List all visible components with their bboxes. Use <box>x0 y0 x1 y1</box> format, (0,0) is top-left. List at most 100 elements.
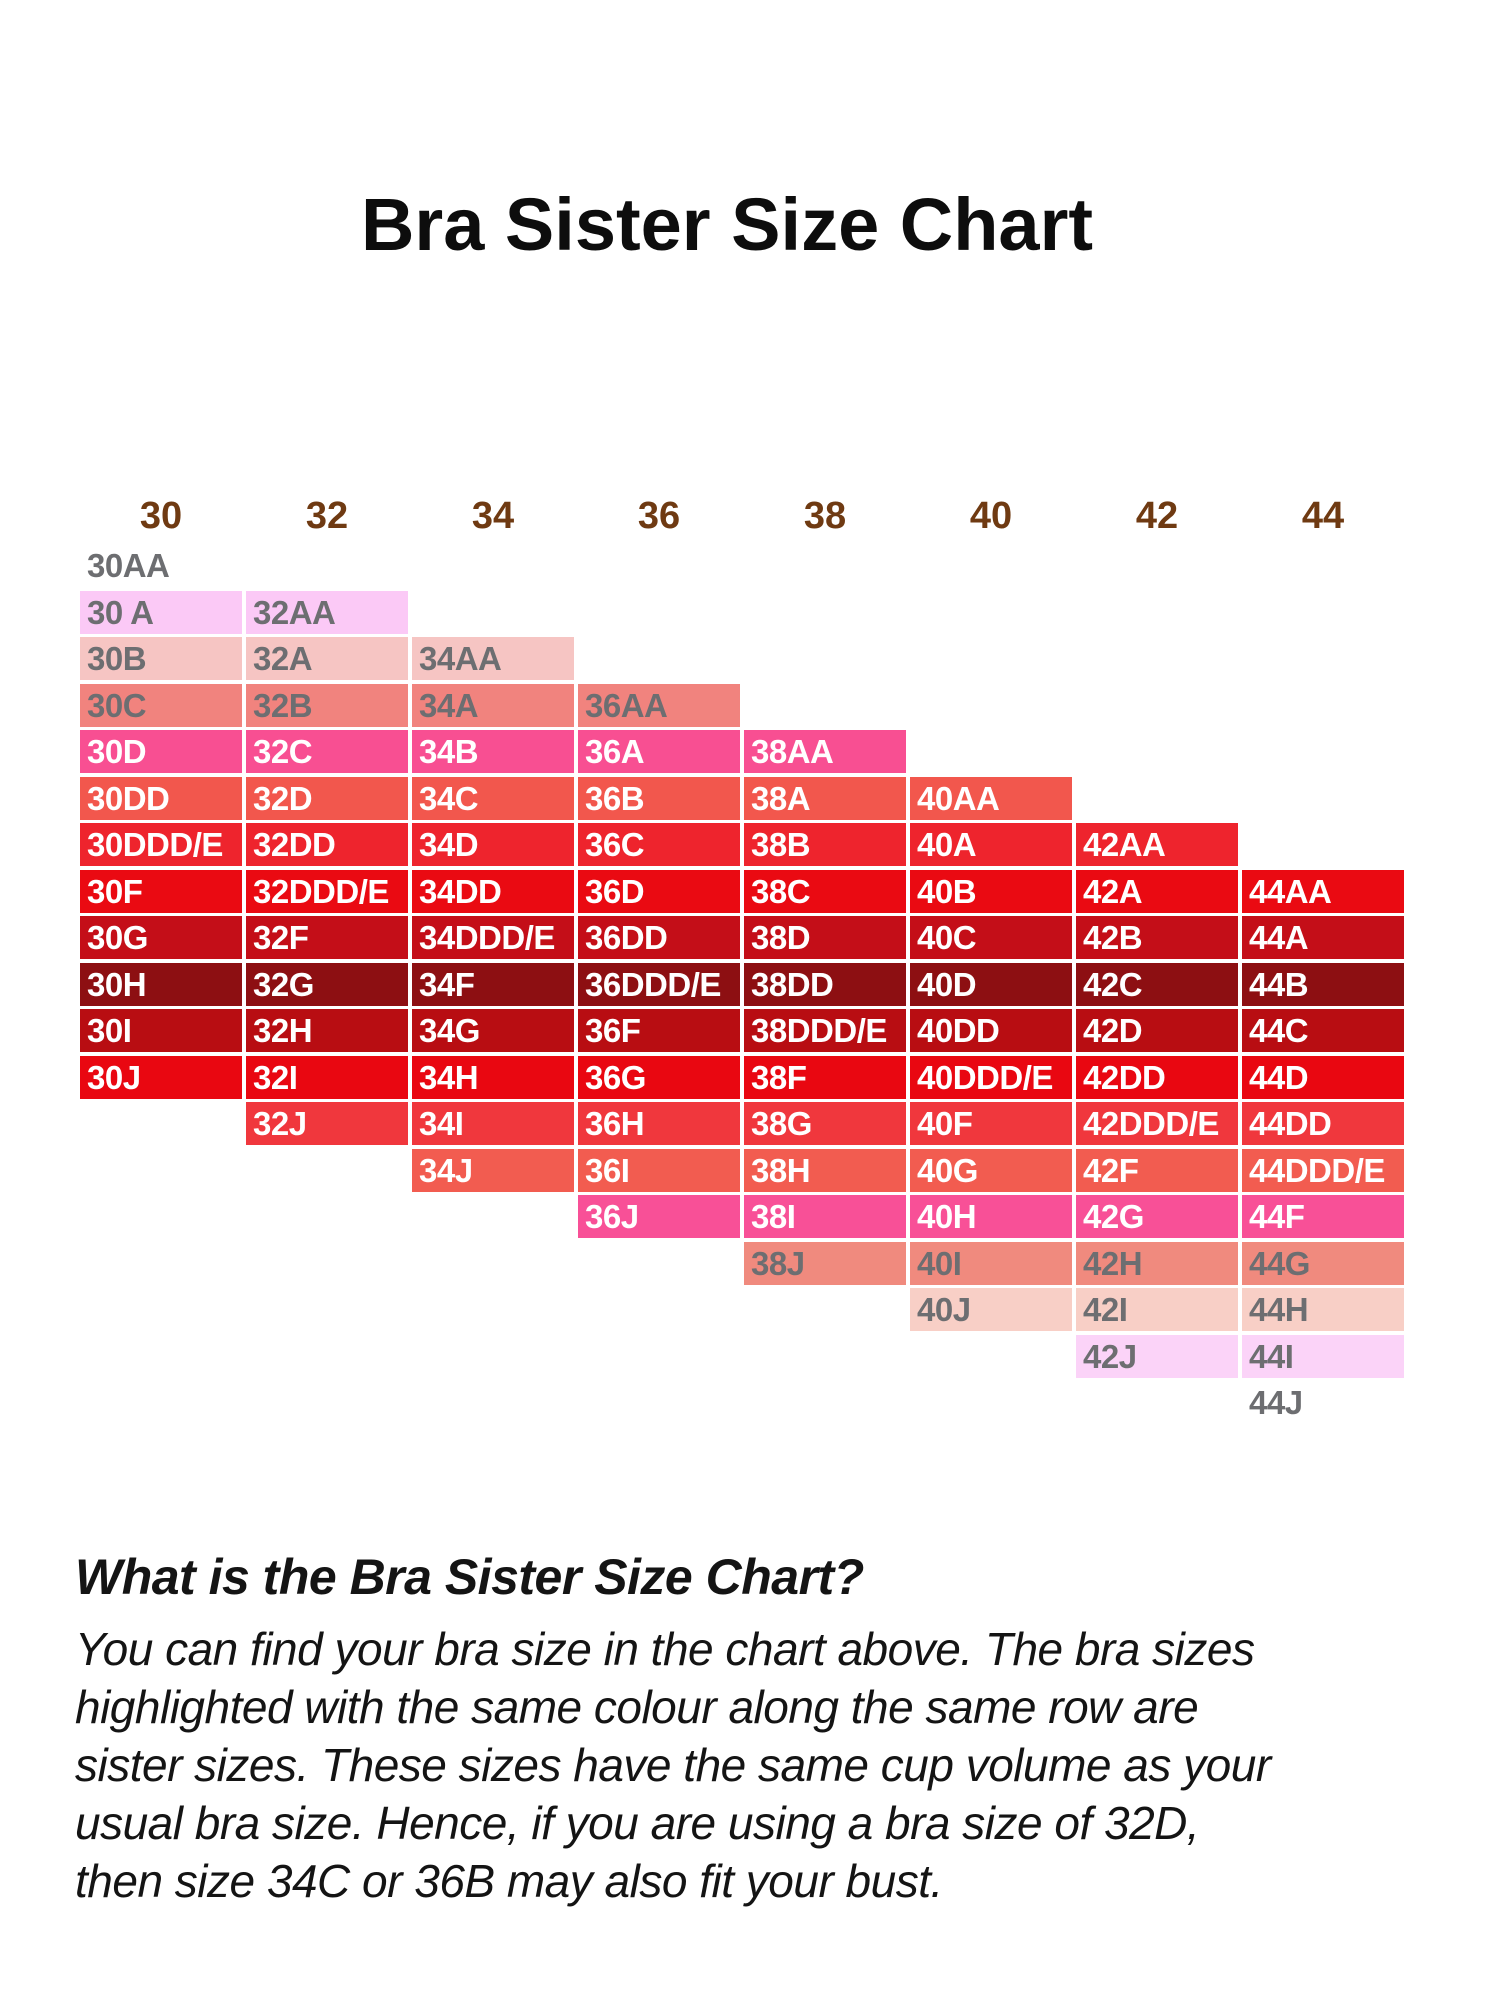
size-cell-30DD: 30DD <box>80 776 242 820</box>
size-cell-40A: 40A <box>910 823 1072 866</box>
size-cell-38G: 38G <box>744 1102 906 1145</box>
size-cell-42F: 42F <box>1076 1148 1238 1192</box>
size-cell-30I: 30I <box>80 1009 242 1052</box>
size-cell-34AA: 34AA <box>412 637 574 680</box>
size-cell-36H: 36H <box>578 1102 740 1145</box>
size-cell-32F: 32F <box>246 916 408 959</box>
size-cell-32DD: 32DD <box>246 823 408 866</box>
explanation-line-5: then size 34C or 36B may also fit your b… <box>75 1855 943 1907</box>
size-cell-38DD: 38DD <box>744 962 906 1006</box>
size-cell-38AA: 38AA <box>744 730 906 773</box>
size-cell-30J: 30J <box>80 1055 242 1099</box>
size-cell-36DDDE: 36DDD/E <box>578 962 740 1006</box>
size-cell-32H: 32H <box>246 1009 408 1052</box>
size-cell-44F: 44F <box>1242 1195 1404 1238</box>
size-cell-30DDDE: 30DDD/E <box>80 823 242 866</box>
size-cell-34G: 34G <box>412 1009 574 1052</box>
band-size-header-34: 34 <box>471 495 515 537</box>
size-cell-44A: 44A <box>1242 916 1404 959</box>
size-cell-44I: 44I <box>1242 1334 1404 1378</box>
page-title: Bra Sister Size Chart <box>360 183 1094 266</box>
explanation-line-1: You can find your bra size in the chart … <box>75 1623 1255 1675</box>
size-cell-42DDDE: 42DDD/E <box>1076 1102 1238 1145</box>
size-cell-34A: 34A <box>412 683 574 727</box>
size-cell-34H: 34H <box>412 1055 574 1099</box>
size-cell-42D: 42D <box>1076 1009 1238 1052</box>
size-cell-36G: 36G <box>578 1055 740 1099</box>
size-cell-42AA: 42AA <box>1076 823 1238 866</box>
size-cell-38DDDE: 38DDD/E <box>744 1009 906 1052</box>
explanation-paragraph: You can find your bra size in the chart … <box>75 1620 1375 1910</box>
size-cell-44B: 44B <box>1242 962 1404 1006</box>
size-cell-34B: 34B <box>412 730 574 773</box>
band-size-header-36: 36 <box>637 495 681 537</box>
size-cell-30G: 30G <box>80 916 242 959</box>
size-cell-40F: 40F <box>910 1102 1072 1145</box>
size-cell-30C: 30C <box>80 683 242 727</box>
size-cell-34F: 34F <box>412 962 574 1006</box>
size-cell-44DD: 44DD <box>1242 1102 1404 1145</box>
band-size-header-row: 30 32 34 36 38 40 42 44 <box>80 494 1404 538</box>
size-cell-42DD: 42DD <box>1076 1055 1238 1099</box>
size-cell-36F: 36F <box>578 1009 740 1052</box>
size-cell-30A: 30 A <box>80 590 242 634</box>
size-cell-42B: 42B <box>1076 916 1238 959</box>
size-cell-32DDDE: 32DDD/E <box>246 869 408 913</box>
size-cell-40DD: 40DD <box>910 1009 1072 1052</box>
sister-size-grid: 30AA 30 A 32AA 30B 32A 34AA 30C 32B 34A 36AA 30D 32… <box>80 544 1404 1424</box>
size-cell-42A: 42A <box>1076 869 1238 913</box>
size-cell-32AA: 32AA <box>246 590 408 634</box>
size-cell-34D: 34D <box>412 823 574 866</box>
band-size-header-30: 30 <box>139 495 183 537</box>
explanation-section: What is the Bra Sister Size Chart? You c… <box>75 1548 1375 1910</box>
size-cell-38F: 38F <box>744 1055 906 1099</box>
size-cell-32J: 32J <box>246 1102 408 1145</box>
size-cell-32G: 32G <box>246 962 408 1006</box>
size-cell-30B: 30B <box>80 637 242 680</box>
band-size-header-32: 32 <box>305 495 349 537</box>
explanation-heading: What is the Bra Sister Size Chart? <box>75 1549 864 1605</box>
size-cell-40G: 40G <box>910 1148 1072 1192</box>
explanation-line-3: sister sizes. These sizes have the same … <box>75 1739 1271 1791</box>
size-cell-40C: 40C <box>910 916 1072 959</box>
band-size-header-44: 44 <box>1301 495 1345 537</box>
size-cell-36I: 36I <box>578 1148 740 1192</box>
size-cell-42I: 42I <box>1076 1288 1238 1331</box>
size-cell-40I: 40I <box>910 1241 1072 1285</box>
size-cell-38B: 38B <box>744 823 906 866</box>
size-cell-44H: 44H <box>1242 1288 1404 1331</box>
size-cell-36AA: 36AA <box>578 683 740 727</box>
band-size-header-42: 42 <box>1135 495 1179 537</box>
size-cell-32B: 32B <box>246 683 408 727</box>
size-cell-36D: 36D <box>578 869 740 913</box>
size-cell-44C: 44C <box>1242 1009 1404 1052</box>
size-cell-34J: 34J <box>412 1148 574 1192</box>
size-cell-30AA: 30AA <box>80 544 242 587</box>
size-cell-44G: 44G <box>1242 1241 1404 1285</box>
size-cell-40H: 40H <box>910 1195 1072 1238</box>
size-cell-44AA: 44AA <box>1242 869 1404 913</box>
size-cell-40J: 40J <box>910 1288 1072 1331</box>
size-cell-36J: 36J <box>578 1195 740 1238</box>
size-cell-36B: 36B <box>578 776 740 820</box>
size-cell-38J: 38J <box>744 1241 906 1285</box>
size-cell-32C: 32C <box>246 730 408 773</box>
size-cell-42G: 42G <box>1076 1195 1238 1238</box>
size-cell-40B: 40B <box>910 869 1072 913</box>
size-cell-40AA: 40AA <box>910 776 1072 820</box>
size-cell-36C: 36C <box>578 823 740 866</box>
size-cell-30H: 30H <box>80 962 242 1006</box>
size-cell-38I: 38I <box>744 1195 906 1238</box>
size-cell-34DD: 34DD <box>412 869 574 913</box>
size-cell-32A: 32A <box>246 637 408 680</box>
size-cell-36A: 36A <box>578 730 740 773</box>
size-cell-42H: 42H <box>1076 1241 1238 1285</box>
size-cell-32D: 32D <box>246 776 408 820</box>
size-cell-42J: 42J <box>1076 1334 1238 1378</box>
size-cell-44D: 44D <box>1242 1055 1404 1099</box>
size-cell-34C: 34C <box>412 776 574 820</box>
size-cell-40D: 40D <box>910 962 1072 1006</box>
size-cell-40DDDE: 40DDD/E <box>910 1055 1072 1099</box>
explanation-line-4: usual bra size. Hence, if you are using … <box>75 1797 1200 1849</box>
